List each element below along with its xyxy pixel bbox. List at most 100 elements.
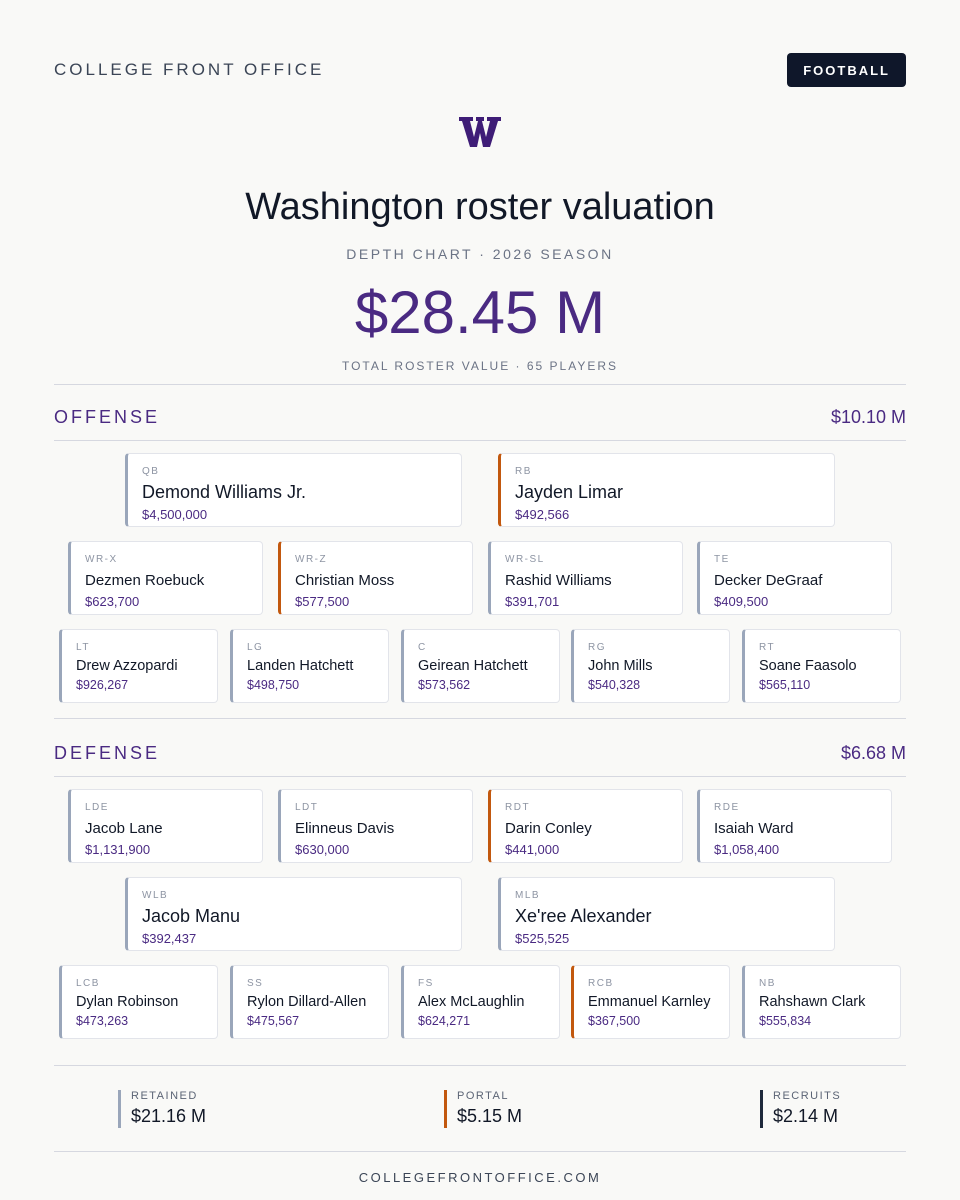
player-name: Alex McLaughlin: [418, 994, 525, 1010]
player-card-rcb[interactable]: RCB Emmanuel Karnley $367,500: [571, 965, 730, 1039]
player-value: $926,267: [76, 678, 129, 692]
washington-w-logo-icon: [459, 117, 501, 147]
summary-portal-value: $5.15 M: [457, 1106, 523, 1126]
player-card-ss[interactable]: SS Rylon Dillard-Allen $475,567: [230, 965, 389, 1039]
player-name: Drew Azzopardi: [76, 658, 178, 674]
position-label: LG: [247, 642, 264, 653]
position-label: LDE: [85, 802, 109, 813]
player-name: Dylan Robinson: [76, 994, 179, 1010]
position-label: SS: [247, 978, 264, 989]
defense-value: $6.68 M: [840, 742, 906, 763]
player-card-nb[interactable]: NB Rahshawn Clark $555,834: [742, 965, 901, 1039]
player-name: Isaiah Ward: [714, 820, 794, 837]
total-roster-caption: TOTAL ROSTER VALUE · 65 PLAYERS: [341, 359, 619, 373]
player-value: $409,500: [714, 594, 769, 609]
player-name: Decker DeGraaf: [714, 572, 823, 589]
player-name: Rylon Dillard-Allen: [247, 994, 367, 1010]
player-card-rt[interactable]: RT Soane Faasolo $565,110: [742, 629, 901, 703]
footer-url[interactable]: COLLEGEFRONTOFFICE.COM: [358, 1170, 602, 1185]
position-label: RDE: [714, 802, 740, 813]
position-label: LDT: [295, 802, 319, 813]
summary-retained-value: $21.16 M: [131, 1106, 207, 1126]
divider: [54, 440, 906, 441]
player-card-c[interactable]: C Geirean Hatchett $573,562: [401, 629, 560, 703]
player-value: $498,750: [247, 678, 300, 692]
position-label: QB: [142, 466, 160, 477]
player-value: $565,110: [759, 678, 811, 692]
position-label: MLB: [515, 890, 541, 901]
player-card-lg[interactable]: LG Landen Hatchett $498,750: [230, 629, 389, 703]
player-value: $492,566: [515, 507, 570, 522]
summary-recruits: RECRUITS $2.14 M: [760, 1090, 841, 1128]
player-value: $367,500: [588, 1014, 641, 1028]
player-card-lde[interactable]: LDE Jacob Lane $1,131,900: [68, 789, 263, 863]
logo: [0, 115, 960, 154]
position-label: RCB: [588, 978, 614, 989]
player-name: Geirean Hatchett: [418, 658, 528, 674]
player-value: $1,131,900: [85, 842, 151, 857]
player-card-rg[interactable]: RG John Mills $540,328: [571, 629, 730, 703]
offense-header: OFFENSE $10.10 M: [54, 404, 906, 430]
summary-recruits-value: $2.14 M: [773, 1106, 839, 1126]
player-value: $1,058,400: [714, 842, 780, 857]
offense-label: OFFENSE: [54, 406, 161, 427]
player-name: Jayden Limar: [515, 482, 624, 502]
player-card-lcb[interactable]: LCB Dylan Robinson $473,263: [59, 965, 218, 1039]
player-name: Xe'ree Alexander: [515, 906, 652, 926]
player-value: $573,562: [418, 678, 471, 692]
divider: [54, 384, 906, 385]
divider: [54, 776, 906, 777]
player-name: Darin Conley: [505, 820, 592, 837]
position-label: WR-X: [85, 554, 118, 565]
position-label: TE: [714, 554, 730, 565]
player-card-ldt[interactable]: LDT Elinneus Davis $630,000: [278, 789, 473, 863]
position-label: WLB: [142, 890, 169, 901]
player-name: Landen Hatchett: [247, 658, 354, 674]
position-label: WR-SL: [505, 554, 545, 565]
player-value: $624,271: [418, 1014, 471, 1028]
player-card-wr-sl[interactable]: WR-SL Rashid Williams $391,701: [488, 541, 683, 615]
player-value: $525,525: [515, 931, 570, 946]
player-name: Christian Moss: [295, 572, 395, 589]
player-value: $391,701: [505, 594, 560, 609]
player-name: Rashid Williams: [505, 572, 612, 589]
offense-value: $10.10 M: [830, 406, 906, 427]
sport-badge[interactable]: FOOTBALL: [787, 53, 906, 87]
player-value: $475,567: [247, 1014, 300, 1028]
divider: [54, 718, 906, 719]
position-label: C: [418, 642, 427, 653]
position-label: RDT: [505, 802, 531, 813]
player-name: Demond Williams Jr.: [142, 482, 307, 502]
player-card-fs[interactable]: FS Alex McLaughlin $624,271: [401, 965, 560, 1039]
player-card-rdt[interactable]: RDT Darin Conley $441,000: [488, 789, 683, 863]
player-value: $473,263: [76, 1014, 129, 1028]
position-label: RT: [759, 642, 776, 653]
player-card-wr-x[interactable]: WR-X Dezmen Roebuck $623,700: [68, 541, 263, 615]
page-title: Washington roster valuation: [245, 186, 715, 228]
player-card-qb[interactable]: QB Demond Williams Jr. $4,500,000: [125, 453, 462, 527]
player-name: Jacob Manu: [142, 906, 241, 926]
defense-label: DEFENSE: [54, 742, 161, 763]
position-label: RG: [588, 642, 606, 653]
player-card-rb[interactable]: RB Jayden Limar $492,566: [498, 453, 835, 527]
player-value: $555,834: [759, 1014, 812, 1028]
player-card-lt[interactable]: LT Drew Azzopardi $926,267: [59, 629, 218, 703]
divider: [54, 1151, 906, 1152]
player-name: John Mills: [588, 658, 653, 674]
player-value: $540,328: [588, 678, 641, 692]
player-card-wr-z[interactable]: WR-Z Christian Moss $577,500: [278, 541, 473, 615]
player-card-rde[interactable]: RDE Isaiah Ward $1,058,400: [697, 789, 892, 863]
brand-name: COLLEGE FRONT OFFICE: [54, 60, 325, 79]
position-label: NB: [759, 978, 776, 989]
player-name: Dezmen Roebuck: [85, 572, 205, 589]
summary-portal-label: PORTAL: [457, 1090, 509, 1102]
player-card-mlb[interactable]: MLB Xe'ree Alexander $525,525: [498, 877, 835, 951]
summary-portal: PORTAL $5.15 M: [444, 1090, 522, 1128]
player-card-wlb[interactable]: WLB Jacob Manu $392,437: [125, 877, 462, 951]
page-subtitle: DEPTH CHART · 2026 SEASON: [346, 246, 614, 262]
player-value: $441,000: [505, 842, 560, 857]
player-value: $623,700: [85, 594, 140, 609]
position-label: FS: [418, 978, 434, 989]
player-value: $577,500: [295, 594, 350, 609]
player-card-te[interactable]: TE Decker DeGraaf $409,500: [697, 541, 892, 615]
